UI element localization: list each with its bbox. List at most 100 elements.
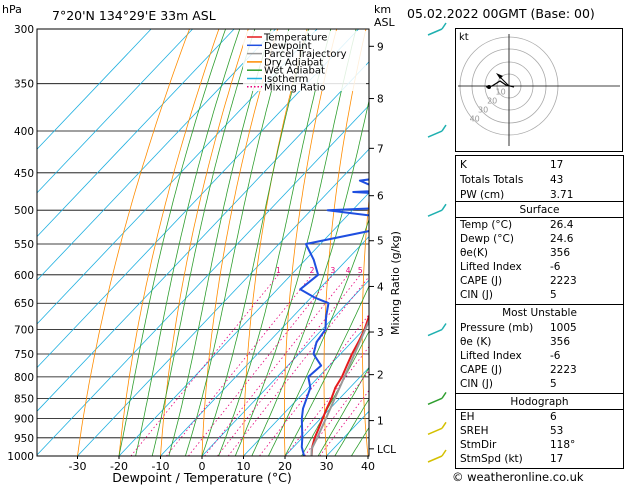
surface-title: Surface [519, 204, 560, 216]
mu-li-value: -6 [550, 350, 561, 362]
km-tick-label: 1 [377, 416, 384, 428]
x-tick-label: 20 [278, 460, 292, 473]
mixing-ratio-label: 1 [276, 266, 281, 275]
isotherm-line [243, 323, 369, 456]
pressure-tick-label: 950 [14, 433, 34, 445]
isotherm-line [37, 29, 276, 281]
pressure-tick-label: 350 [14, 79, 34, 91]
mixing-ratio-line [130, 274, 279, 456]
km-tick-label: 8 [377, 94, 384, 106]
x-tick-label: 0 [199, 460, 206, 473]
surface-cin-label: CIN (J) [460, 289, 493, 301]
eh-value: 6 [550, 411, 557, 423]
km-tick-label: 5 [377, 236, 384, 248]
isotherm-line [37, 104, 369, 456]
isotherm-line [37, 29, 235, 238]
mu-li-label: Lifted Index [460, 350, 522, 362]
surface-li-value: -6 [550, 261, 561, 273]
wind-barb [427, 28, 443, 36]
series-dewpoint-line [299, 178, 369, 456]
pressure-tick-label: 300 [14, 24, 34, 36]
legend-entry: Dry Adiabat [264, 57, 323, 68]
mixing-ratio-label: 2 [310, 266, 315, 275]
surface-li-label: Lifted Index [460, 261, 522, 273]
wet-adiabat-line [251, 98, 369, 456]
wet-adiabat-line [185, 29, 290, 456]
surface-theta-value: 356 [550, 247, 571, 259]
copyright: © weatheronline.co.uk [452, 470, 584, 484]
wet-adiabat-line [135, 29, 241, 456]
mixing-ratio-label: 5 [358, 266, 363, 275]
wet-adiabat-line [234, 29, 357, 456]
pressure-tick-label: 800 [14, 372, 34, 384]
skewt-profiles [299, 178, 369, 456]
hodograph-point [487, 85, 491, 89]
wet-adiabat-line [151, 29, 256, 456]
mu-pressure-label: Pressure (mb) [460, 322, 534, 334]
surface-temp-label: Temp (°C) [460, 219, 513, 231]
km-tick-label: 7 [377, 143, 384, 155]
pressure-tick-label: 500 [14, 205, 34, 217]
km-tick-label: 9 [377, 41, 384, 53]
hodograph-params-panel: Hodograph EH 6 SREH 53 StmDir 118° StmSpd (… [455, 393, 624, 469]
wind-barb [427, 397, 443, 406]
mixing-ratio-line [188, 274, 334, 456]
mixing-ratio-label: 3 [330, 266, 335, 275]
stm-spd-value: 17 [550, 453, 564, 465]
wind-barb-flag [441, 124, 447, 132]
wet-adiabat-line [317, 366, 369, 456]
legend-entry: Wet Adiabat [264, 66, 325, 77]
wet-adiabat-line [268, 218, 369, 456]
wet-adiabat-line [201, 29, 309, 456]
isotherm-line [77, 148, 369, 456]
wet-adiabat-line [218, 29, 332, 456]
dry-adiabat-line [361, 196, 369, 456]
surface-temp-value: 26.4 [550, 219, 574, 231]
x-tick-label: -30 [69, 460, 87, 473]
location-title: 7°20'N 134°29'E 33m ASL [52, 8, 216, 23]
wind-barb-flag [441, 22, 447, 30]
legend-entry: Isotherm [264, 74, 308, 85]
pressure-tick-label: 600 [14, 270, 34, 282]
pw-value: 3.71 [550, 189, 574, 201]
isotherm-line [160, 235, 369, 456]
wind-barb [427, 209, 443, 217]
wind-barb [427, 427, 443, 436]
mixing-ratio-axis-label: Mixing Ratio (g/kg) [389, 231, 402, 335]
k-index-label: K [460, 159, 467, 171]
storm-motion-arrow [499, 76, 510, 87]
wind-barb-flag [441, 391, 447, 399]
km-tick-label: 2 [377, 370, 384, 382]
wind-barb-flag [441, 203, 447, 211]
km-tick-label: LCL [377, 444, 396, 456]
km-tick-label: 3 [377, 327, 384, 339]
wind-barb [427, 130, 443, 138]
x-tick-label: 40 [361, 460, 375, 473]
mu-cin-label: CIN (J) [460, 378, 493, 390]
wet-adiabat-line [334, 398, 369, 456]
wind-barb-flag [441, 449, 447, 457]
hodograph-ring-label: 30 [478, 106, 488, 115]
wind-barbs [427, 22, 447, 463]
legend-entry: Mixing Ratio [264, 82, 326, 93]
mu-pressure-value: 1005 [550, 322, 577, 334]
stm-spd-label: StmSpd (kt) [460, 453, 523, 465]
totals-totals-label: Totals Totals [460, 174, 524, 186]
x-tick-label: 10 [237, 460, 251, 473]
pressure-tick-label: 400 [14, 126, 34, 138]
km-tick-label: 4 [377, 281, 384, 293]
legend-entry: Dewpoint [264, 41, 312, 52]
legend-entry: Parcel Trajectory [264, 49, 347, 60]
eh-label: EH [460, 411, 475, 423]
pressure-tick-label: 450 [14, 168, 34, 180]
hodograph-unit-label: kt [459, 32, 469, 43]
datetime-title: 05.02.2022 00GMT (Base: 00) [407, 6, 595, 21]
wet-adiabat-line [284, 285, 369, 456]
mixing-ratio-label: 15 [420, 266, 430, 275]
wind-barb [427, 455, 443, 463]
hodograph-ring-label: 20 [487, 96, 497, 105]
pressure-tick-label: 1000 [7, 451, 34, 463]
isotherm-line [201, 279, 369, 456]
